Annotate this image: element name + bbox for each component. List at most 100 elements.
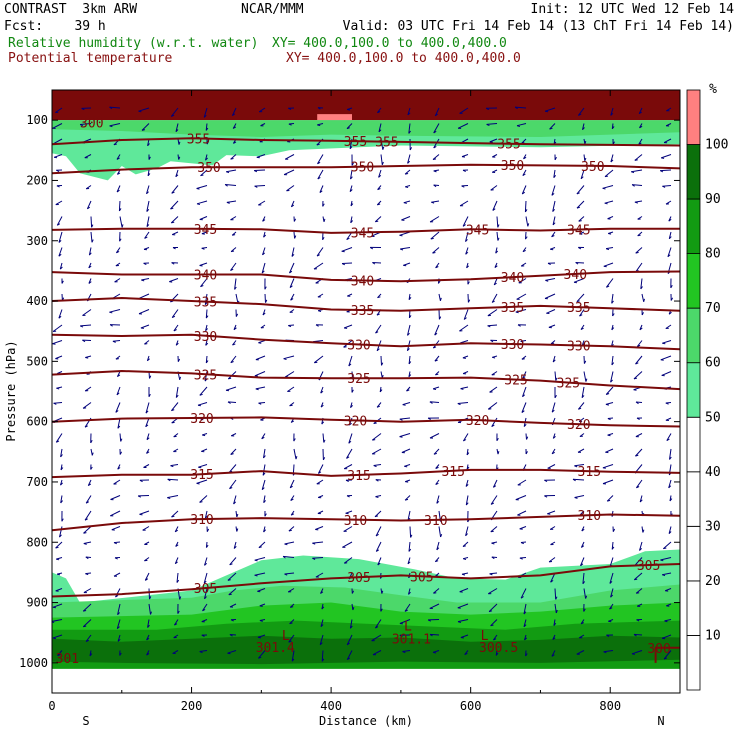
wind-vector-head [224, 184, 228, 187]
wind-vector-head [321, 421, 325, 425]
wind-vector-head [606, 634, 610, 637]
wind-vector [605, 386, 614, 395]
wind-vector [110, 495, 121, 500]
wind-vector-head [490, 339, 494, 343]
wind-vector-head [583, 360, 587, 364]
wind-vector-head [400, 248, 404, 251]
rh-band-below-ground [52, 668, 680, 693]
wind-vector-head [669, 456, 672, 460]
theta-label-310: 310 [344, 514, 367, 529]
wind-vector-head [403, 202, 407, 204]
theta-label-305: 305 [194, 582, 217, 597]
wind-vector-head [81, 107, 85, 111]
wind-vector-head [117, 425, 121, 429]
wind-vector [632, 184, 643, 186]
annotation-label: 301.4 [256, 641, 295, 656]
wind-vector-head [254, 574, 258, 577]
wind-vector-head [399, 418, 403, 421]
wind-vector-head [263, 529, 267, 533]
theta-field-xy: XY= 400.0,100.0 to 400.0,400.0 [286, 51, 521, 66]
wind-vector-head [603, 265, 607, 268]
wind-vector-head [321, 606, 325, 610]
wind-vector [434, 107, 440, 117]
wind-vector-head [494, 265, 498, 269]
wind-vector-head [226, 201, 230, 204]
wind-vector [667, 247, 672, 257]
wind-vector-head [320, 390, 324, 394]
wind-vector-head [288, 529, 292, 532]
wind-vector-head [524, 637, 528, 641]
wind-vector [465, 479, 469, 487]
wind-vector [429, 603, 440, 609]
colorbar-tick-label: 60 [705, 356, 721, 371]
wind-vector [291, 247, 295, 257]
wind-vector-head [147, 173, 151, 177]
wind-vector [175, 169, 179, 177]
wind-vector [490, 526, 498, 533]
wind-vector-head [288, 123, 292, 126]
wind-vector [462, 541, 469, 547]
wind-vector-head [169, 281, 173, 283]
wind-vector-head [233, 501, 237, 505]
wind-vector-head [295, 456, 298, 460]
wind-vector-head [145, 578, 149, 581]
wind-vector-head [585, 595, 588, 599]
wind-vector [146, 200, 150, 212]
institution-label: NCAR/MMM [241, 2, 304, 17]
wind-vector [487, 324, 498, 327]
wind-vector-head [60, 467, 64, 471]
wind-vector-head [118, 208, 122, 212]
wind-vector [465, 526, 469, 536]
wind-vector [225, 386, 237, 391]
wind-vector-head [115, 358, 119, 360]
wind-vector [225, 184, 237, 186]
wind-vector [407, 557, 411, 565]
wind-vector-head [544, 495, 548, 498]
wind-vector [85, 495, 92, 504]
wind-vector-head [408, 361, 412, 365]
wind-vector [432, 650, 440, 653]
wind-vector-head [200, 418, 204, 421]
wind-vector-head [602, 187, 606, 190]
wind-vector-head [605, 403, 610, 406]
y-tick-label: 900 [26, 596, 48, 610]
wind-vector [660, 355, 672, 361]
wind-vector-head [435, 466, 439, 469]
wind-vector-head [497, 224, 500, 228]
wind-vector [639, 495, 643, 503]
wind-vector [109, 106, 121, 109]
wind-vector [261, 262, 266, 274]
wind-vector [52, 123, 63, 129]
wind-vector-head [404, 609, 408, 612]
wind-vector [85, 634, 92, 642]
wind-vector-head [291, 658, 295, 662]
wind-vector-head [461, 156, 465, 158]
wind-vector-head [372, 439, 376, 441]
wind-vector [465, 247, 469, 255]
wind-vector-head [580, 176, 584, 180]
wind-vector [375, 324, 382, 334]
wind-vector-head [524, 209, 528, 213]
wind-vector [344, 557, 353, 564]
wind-vector [491, 293, 498, 303]
wind-vector-head [228, 377, 232, 380]
wind-vector-head [485, 107, 490, 111]
theta-contour-320 [52, 416, 680, 428]
wind-vector [115, 588, 121, 598]
wind-vector-head [56, 573, 61, 576]
wind-vector [460, 340, 469, 344]
wind-vector [257, 588, 266, 592]
wind-vector-head [578, 113, 582, 116]
wind-vector [313, 262, 324, 270]
wind-vector [342, 262, 353, 264]
wind-vector [661, 154, 672, 159]
wind-vector [343, 324, 353, 329]
wind-vector [544, 293, 556, 299]
wind-vector-head [578, 407, 582, 410]
wind-vector-head [408, 548, 412, 552]
wind-vector [605, 402, 614, 405]
wind-vector-head [381, 362, 384, 366]
y-tick-label: 600 [26, 415, 48, 429]
wind-vector-head [433, 452, 437, 455]
